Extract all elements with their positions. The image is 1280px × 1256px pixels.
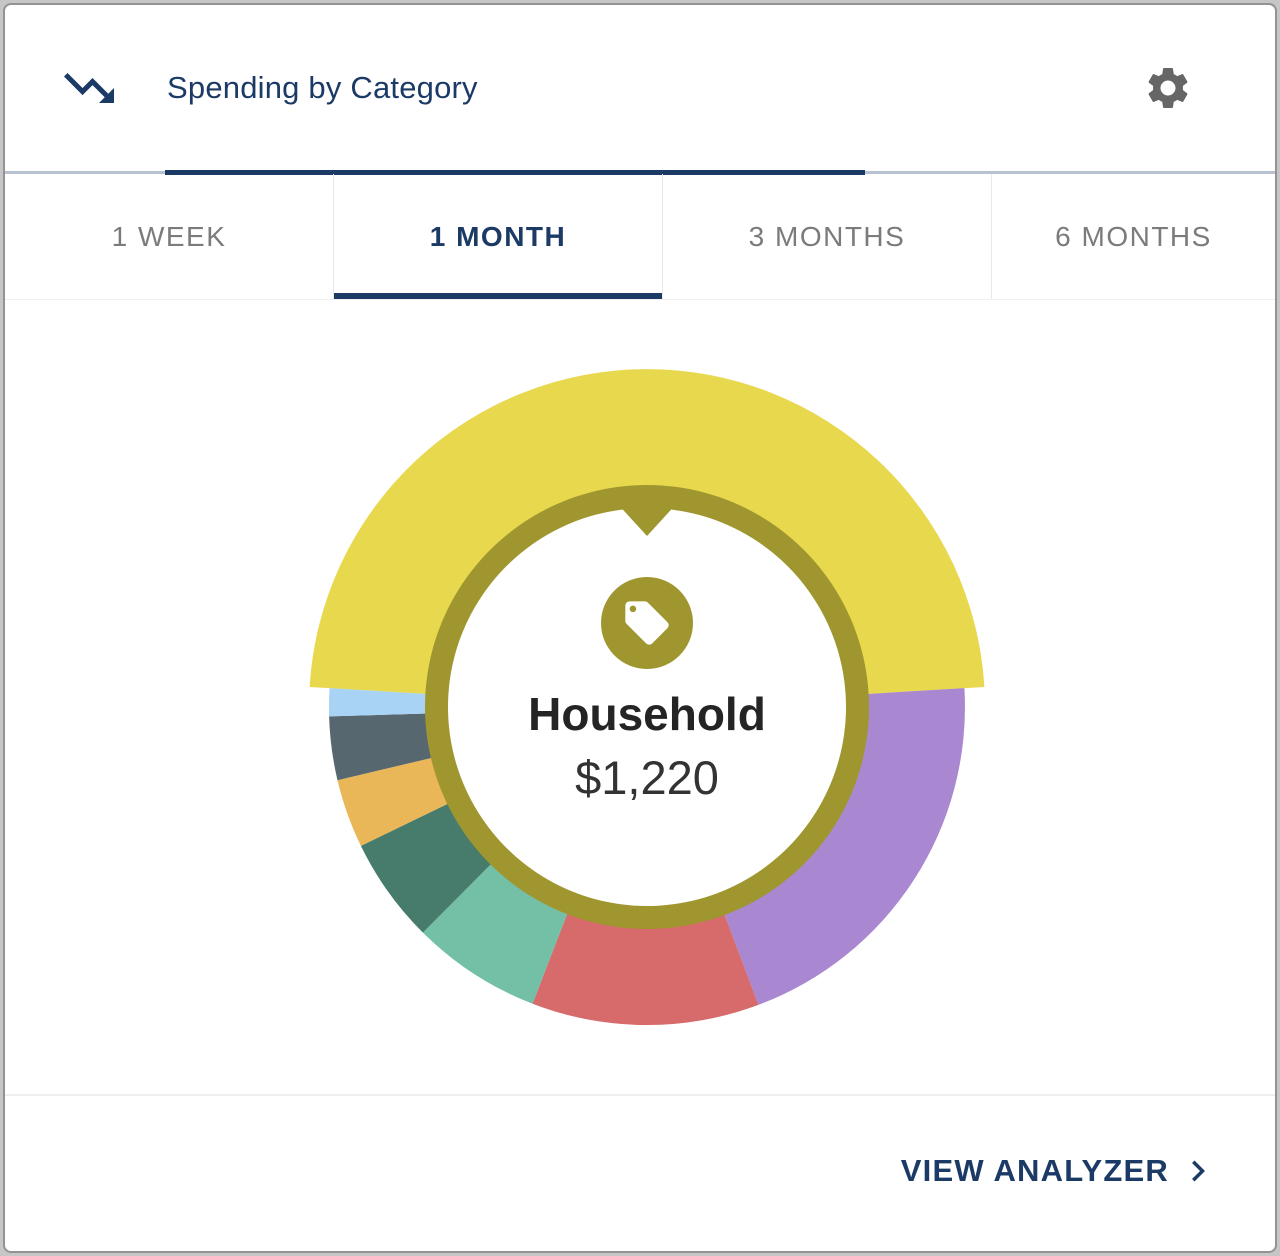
spending-by-category-card: Spending by Category 1 WEEK 1 MONTH 3 MO… xyxy=(3,3,1277,1253)
tab-3-months[interactable]: 3 MONTHS xyxy=(663,174,992,299)
tab-scroll-track xyxy=(5,170,1275,175)
card-footer: VIEW ANALYZER xyxy=(5,1094,1275,1245)
card-header: Spending by Category xyxy=(5,5,1275,171)
donut-chart xyxy=(309,369,985,1026)
tab-label: 3 MONTHS xyxy=(748,220,906,252)
tab-1-week[interactable]: 1 WEEK xyxy=(5,174,334,299)
selection-pointer xyxy=(621,507,673,536)
page-title: Spending by Category xyxy=(167,70,478,105)
donut-segment-seafoam[interactable] xyxy=(422,863,568,1004)
donut-segment-slate[interactable] xyxy=(329,713,433,781)
tag-icon xyxy=(601,577,693,669)
donut-segment-purple[interactable] xyxy=(724,688,965,1005)
view-analyzer-label: VIEW ANALYZER xyxy=(900,1152,1169,1188)
donut-segment-household[interactable] xyxy=(309,369,985,694)
donut-segment-dark-teal[interactable] xyxy=(360,803,492,933)
tab-label: 1 MONTH xyxy=(429,220,567,252)
tab-6-months[interactable]: 6 MONTHS xyxy=(992,174,1275,299)
gear-icon[interactable] xyxy=(1143,63,1193,113)
trending-down-icon xyxy=(59,58,119,118)
tab-scroll-thumb[interactable] xyxy=(165,170,865,175)
tab-label: 6 MONTHS xyxy=(1055,220,1212,252)
donut-segment-light-blue[interactable] xyxy=(328,688,428,717)
donut-segment-red[interactable] xyxy=(532,912,759,1026)
selected-category-value: $1,220 xyxy=(575,750,719,804)
donut-chart-area: Household $1,220 xyxy=(5,300,1275,1094)
tab-label: 1 WEEK xyxy=(111,220,227,252)
time-range-tabs: 1 WEEK 1 MONTH 3 MONTHS 6 MONTHS xyxy=(5,174,1275,300)
selected-category-label: Household xyxy=(528,688,766,740)
donut-center: Household $1,220 xyxy=(447,507,847,907)
donut-segment-orange[interactable] xyxy=(337,757,450,846)
chevron-right-icon xyxy=(1177,1150,1219,1192)
tab-1-month[interactable]: 1 MONTH xyxy=(334,174,663,299)
view-analyzer-button[interactable]: VIEW ANALYZER xyxy=(901,1150,1219,1192)
